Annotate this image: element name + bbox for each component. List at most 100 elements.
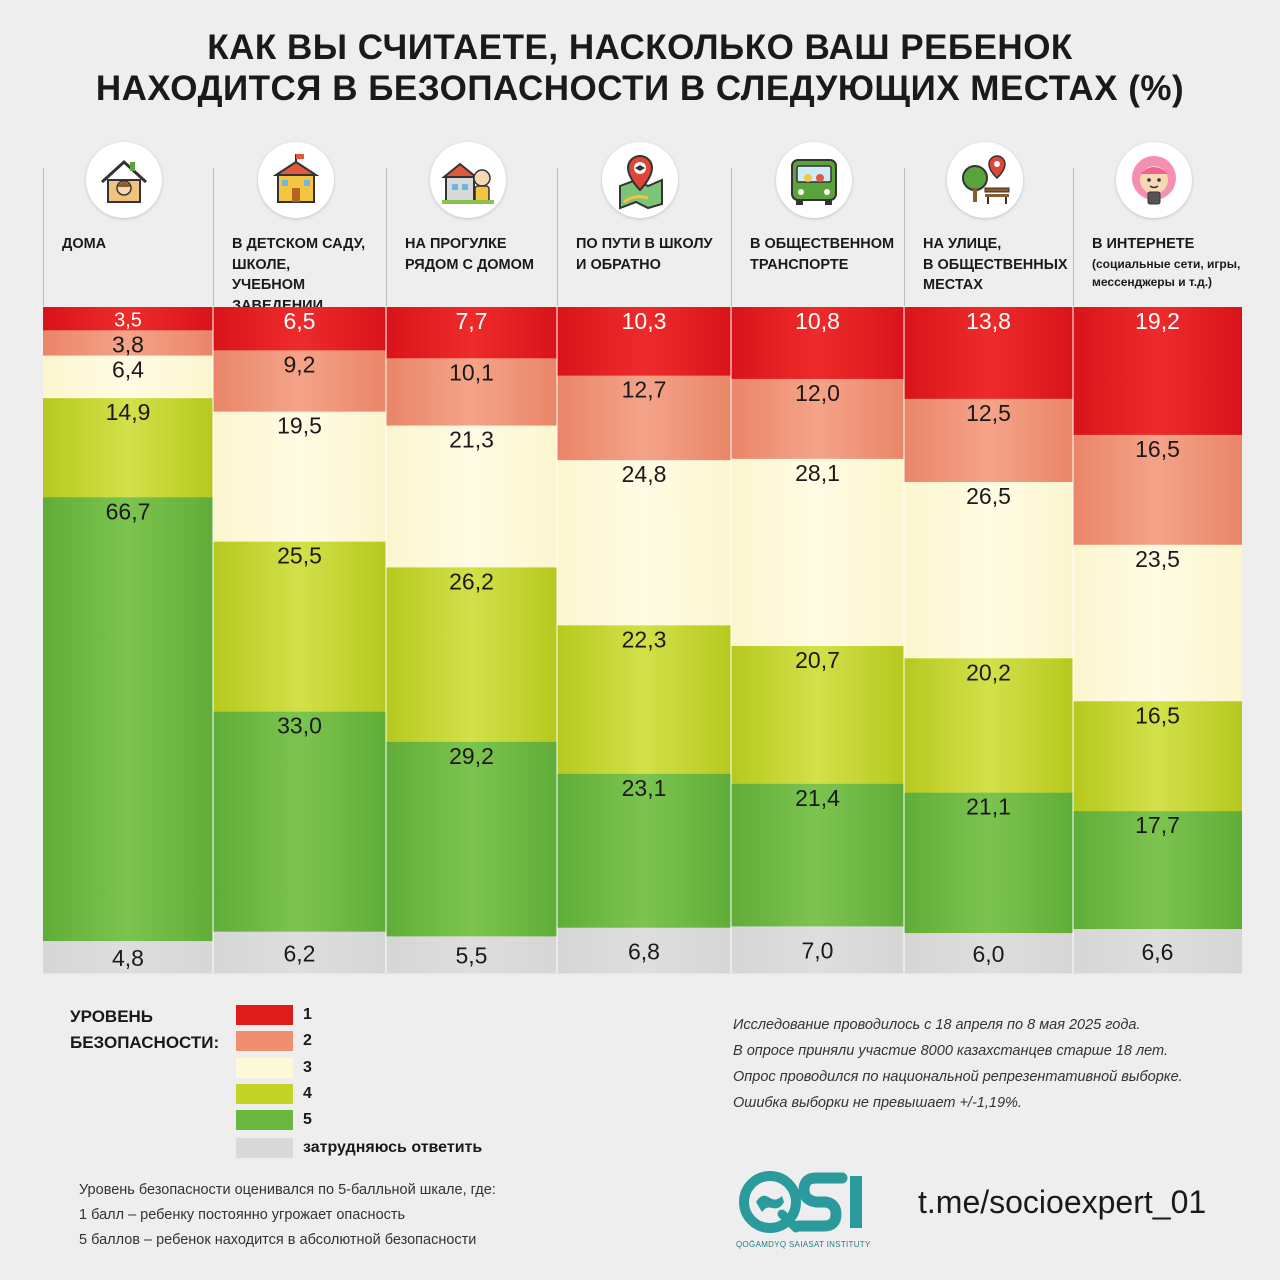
column-label: ДОМА <box>62 234 222 255</box>
bus-icon <box>775 142 852 218</box>
column-label-line: В ИНТЕРНЕТЕ <box>1092 236 1195 252</box>
bar-segment <box>731 783 904 927</box>
bar-segment <box>43 398 213 498</box>
bar-segment <box>386 425 557 568</box>
scale-line: 5 баллов – ребенок находится в абсолютно… <box>79 1232 477 1248</box>
data-label: 24,8 <box>622 461 667 487</box>
column-header: ДОМА <box>43 142 214 306</box>
data-label: 12,5 <box>966 400 1011 426</box>
data-label: 66,7 <box>106 498 151 524</box>
data-label: 6,2 <box>284 940 316 966</box>
data-label: 21,4 <box>795 785 840 811</box>
bar-segment <box>904 933 1073 974</box>
column-label: В ОБЩЕСТВЕННОМ ТРАНСПОРТЕ <box>750 234 910 275</box>
legend-swatch <box>236 1138 293 1158</box>
girl-with-phone-icon <box>1115 142 1192 218</box>
data-label: 26,5 <box>966 483 1011 509</box>
bar-segment <box>386 936 557 974</box>
data-label: 12,7 <box>622 377 667 403</box>
bar-segment <box>1073 811 1242 930</box>
column-label-line: И ОБРАТНО <box>576 256 661 273</box>
legend-title-line-2: БЕЗОПАСНОСТИ: <box>70 1032 220 1052</box>
bar-segment <box>43 941 213 974</box>
column-sublabel-line: мессенджеры и т.д.) <box>1092 275 1213 290</box>
legend-title: УРОВЕНЬ БЕЗОПАСНОСТИ: <box>70 1004 219 1055</box>
bar-segment <box>1073 307 1242 436</box>
chart-title-line-1: КАК ВЫ СЧИТАЕТЕ, НАСКОЛЬКО ВАШ РЕБЕНОК <box>207 28 1073 67</box>
data-label: 19,5 <box>277 413 322 439</box>
data-label: 23,1 <box>622 775 667 801</box>
bar-segment <box>731 926 904 974</box>
legend-title-line-1: УРОВЕНЬ <box>70 1007 154 1026</box>
data-label: 6,8 <box>628 938 660 964</box>
school-building-icon <box>257 142 334 218</box>
column-label: НА УЛИЦЕ, В ОБЩЕСТВЕННЫХ МЕСТАХ <box>923 234 1083 296</box>
house-icon <box>86 142 162 218</box>
bar-segment <box>43 355 213 399</box>
column-header: ПО ПУТИ В ШКОЛУ И ОБРАТНО <box>557 142 732 306</box>
bar-segment <box>557 625 731 775</box>
column-label-line: ШКОЛЕ, <box>232 256 291 273</box>
column-label-line: В ОБЩЕСТВЕННОМ <box>750 236 895 252</box>
data-label: 6,4 <box>112 357 144 383</box>
bar-segment <box>213 350 386 413</box>
data-label: 13,8 <box>966 308 1011 334</box>
column-label-line: ДОМА <box>62 236 107 252</box>
legend-label: 2 <box>303 1032 312 1049</box>
note-line: Ошибка выборки не превышает +/-1,19%. <box>733 1095 1022 1111</box>
bar-segment <box>213 541 386 713</box>
column-label-line: НА ПРОГУЛКЕ <box>405 236 507 252</box>
data-label: 3,5 <box>114 309 142 331</box>
data-label: 17,7 <box>1135 812 1180 838</box>
legend-swatch <box>236 1084 293 1104</box>
legend-swatch <box>236 1110 293 1130</box>
bar-segment <box>557 375 731 461</box>
column-label: В ДЕТСКОМ САДУ, ШКОЛЕ, УЧЕБНОМ ЗАВЕДЕНИИ <box>232 234 392 316</box>
data-label: 20,2 <box>966 659 1011 685</box>
bar-segment <box>731 307 904 380</box>
data-label: 20,7 <box>795 647 840 673</box>
data-label: 23,5 <box>1135 546 1180 572</box>
column-label-line: В ДЕТСКОМ САДУ, <box>232 236 366 252</box>
methodology-note: Исследование проводилось с 18 апреля по … <box>733 1012 1183 1116</box>
bar-segment <box>731 458 904 647</box>
bar-segment <box>213 411 386 543</box>
data-label: 16,5 <box>1135 702 1180 728</box>
bar-segment <box>1073 929 1242 974</box>
street-tree-bench-icon <box>946 142 1023 218</box>
child-walk-icon <box>429 142 506 218</box>
bar-segment <box>1073 544 1242 702</box>
column-header: НА ПРОГУЛКЕ РЯДОМ С ДОМОМ <box>386 142 558 306</box>
legend-swatch <box>236 1005 293 1025</box>
legend-label: 4 <box>303 1085 312 1102</box>
legend-swatch <box>236 1031 293 1051</box>
bar-segment <box>386 307 557 359</box>
legend-label: 1 <box>303 1006 312 1023</box>
data-label: 21,3 <box>449 427 494 453</box>
telegram-link[interactable]: t.me/socioexpert_01 <box>918 1184 1207 1220</box>
bar-segment <box>557 927 731 974</box>
bar-segment <box>43 307 213 331</box>
data-label: 29,2 <box>449 743 494 769</box>
data-label: 5,5 <box>456 943 488 969</box>
bar-segment <box>904 398 1073 483</box>
data-label: 10,1 <box>449 359 494 385</box>
qsi-logo <box>739 1171 862 1233</box>
data-label: 14,9 <box>106 399 151 425</box>
bar-segment <box>904 792 1073 934</box>
bar-segment <box>1073 434 1242 546</box>
legend-swatch <box>236 1058 293 1078</box>
data-label: 6,5 <box>284 308 316 334</box>
column-label: ПО ПУТИ В ШКОЛУ И ОБРАТНО <box>576 234 736 275</box>
column-header: НА УЛИЦЕ, В ОБЩЕСТВЕННЫХ МЕСТАХ <box>904 142 1074 306</box>
data-label: 33,0 <box>277 713 322 739</box>
data-label: 12,0 <box>795 380 840 406</box>
data-label: 9,2 <box>284 351 316 377</box>
scale-line: Уровень безопасности оценивался по 5-бал… <box>79 1182 496 1198</box>
bar-segment <box>386 741 557 937</box>
bar-segment <box>904 481 1073 659</box>
scale-explanation: Уровень безопасности оценивался по 5-бал… <box>79 1178 496 1253</box>
column-header: В ДЕТСКОМ САДУ, ШКОЛЕ, УЧЕБНОМ ЗАВЕДЕНИИ <box>213 142 387 314</box>
column-label: В ИНТЕРНЕТЕ (социальные сети, игры, мессен… <box>1092 234 1252 292</box>
